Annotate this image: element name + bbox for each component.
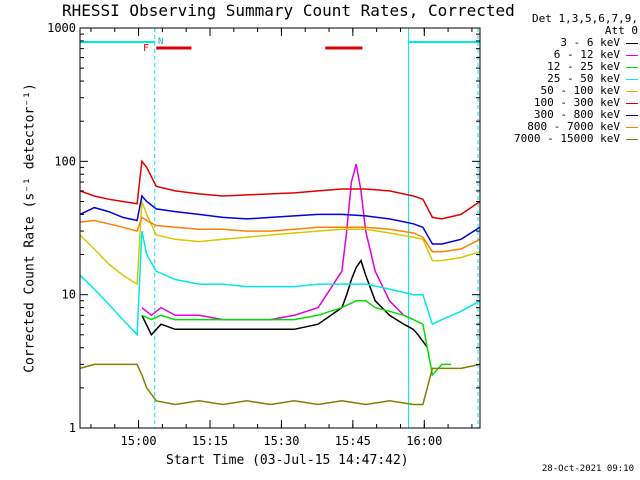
legend-swatch xyxy=(626,114,638,116)
legend-swatch xyxy=(626,78,638,80)
y-axis-title: Corrected Count Rate (s⁻¹ detector⁻¹) xyxy=(22,83,38,373)
flag-f-label: F xyxy=(143,43,149,54)
legend-item: 300 - 800 keV xyxy=(486,109,638,121)
x-tick-label-1: 15:15 xyxy=(192,434,228,448)
series-line-3 xyxy=(79,230,481,337)
legend-items: 3 - 6 keV 6 - 12 keV 12 - 25 keV 25 - 50 ke… xyxy=(486,37,638,145)
legend-item-label: 100 - 300 keV xyxy=(533,96,620,109)
series-layer xyxy=(79,159,481,406)
series-line-5 xyxy=(79,159,481,220)
legend-item-label: 7000 - 15000 keV xyxy=(514,132,620,145)
axes-layer: 1 10 100 1000 15:00 15:15 15:30 15:45 16:00 xyxy=(47,21,480,448)
legend-item-label: 800 - 7000 keV xyxy=(527,120,620,133)
legend-swatch xyxy=(626,138,638,140)
legend-item-label: 50 - 100 keV xyxy=(540,84,620,97)
legend-item: 6 - 12 keV xyxy=(486,49,638,61)
legend-swatch xyxy=(626,42,638,44)
legend-item: 12 - 25 keV xyxy=(486,61,638,73)
legend-item: 800 - 7000 keV xyxy=(486,121,638,133)
legend-item: 3 - 6 keV xyxy=(486,37,638,49)
series-line-0 xyxy=(141,258,429,349)
legend-item-label: 6 - 12 keV xyxy=(553,48,620,61)
legend-item-label: 12 - 25 keV xyxy=(547,60,620,73)
series-line-1 xyxy=(141,164,414,321)
series-line-7 xyxy=(79,216,481,253)
legend: Det 1,3,5,6,7,9, Att 0 3 - 6 keV 6 - 12 k… xyxy=(486,13,638,145)
legend-swatch xyxy=(626,90,638,92)
x-tick-label-0: 15:00 xyxy=(121,434,157,448)
legend-swatch xyxy=(626,54,638,56)
x-tick-label-2: 15:30 xyxy=(263,434,299,448)
legend-item-label: 300 - 800 keV xyxy=(533,108,620,121)
y-tick-label-2: 100 xyxy=(54,154,76,168)
legend-swatch xyxy=(626,126,638,128)
y-tick-label-1: 10 xyxy=(62,288,76,302)
legend-item: 25 - 50 keV xyxy=(486,73,638,85)
y-tick-label-3: 1000 xyxy=(47,21,76,35)
series-line-8 xyxy=(79,363,481,406)
y-tick-label-0: 1 xyxy=(69,421,76,435)
plot-frame xyxy=(79,27,481,429)
chart-title: RHESSI Observing Summary Count Rates, Co… xyxy=(62,1,515,20)
legend-item: 7000 - 15000 keV xyxy=(486,133,638,145)
legend-swatch xyxy=(626,102,638,104)
series-line-2 xyxy=(141,300,452,377)
x-tick-label-3: 15:45 xyxy=(335,434,371,448)
flag-n-label: N xyxy=(158,37,163,47)
legend-header-2: Att 0 xyxy=(604,24,638,37)
legend-swatch xyxy=(626,66,638,68)
series-line-4 xyxy=(79,201,481,286)
legend-item: 100 - 300 keV xyxy=(486,97,638,109)
x-axis-title: Start Time (03-Jul-15 14:47:42) xyxy=(166,453,409,468)
legend-header-1: Det 1,3,5,6,7,9, xyxy=(532,12,638,25)
legend-item-label: 3 - 6 keV xyxy=(560,36,620,49)
x-tick-label-4: 16:00 xyxy=(406,434,442,448)
legend-item: 50 - 100 keV xyxy=(486,85,638,97)
series-line-6 xyxy=(79,194,481,245)
footer-date: 28-Oct-2021 09:10 xyxy=(541,464,634,474)
legend-item-label: 25 - 50 keV xyxy=(547,72,620,85)
